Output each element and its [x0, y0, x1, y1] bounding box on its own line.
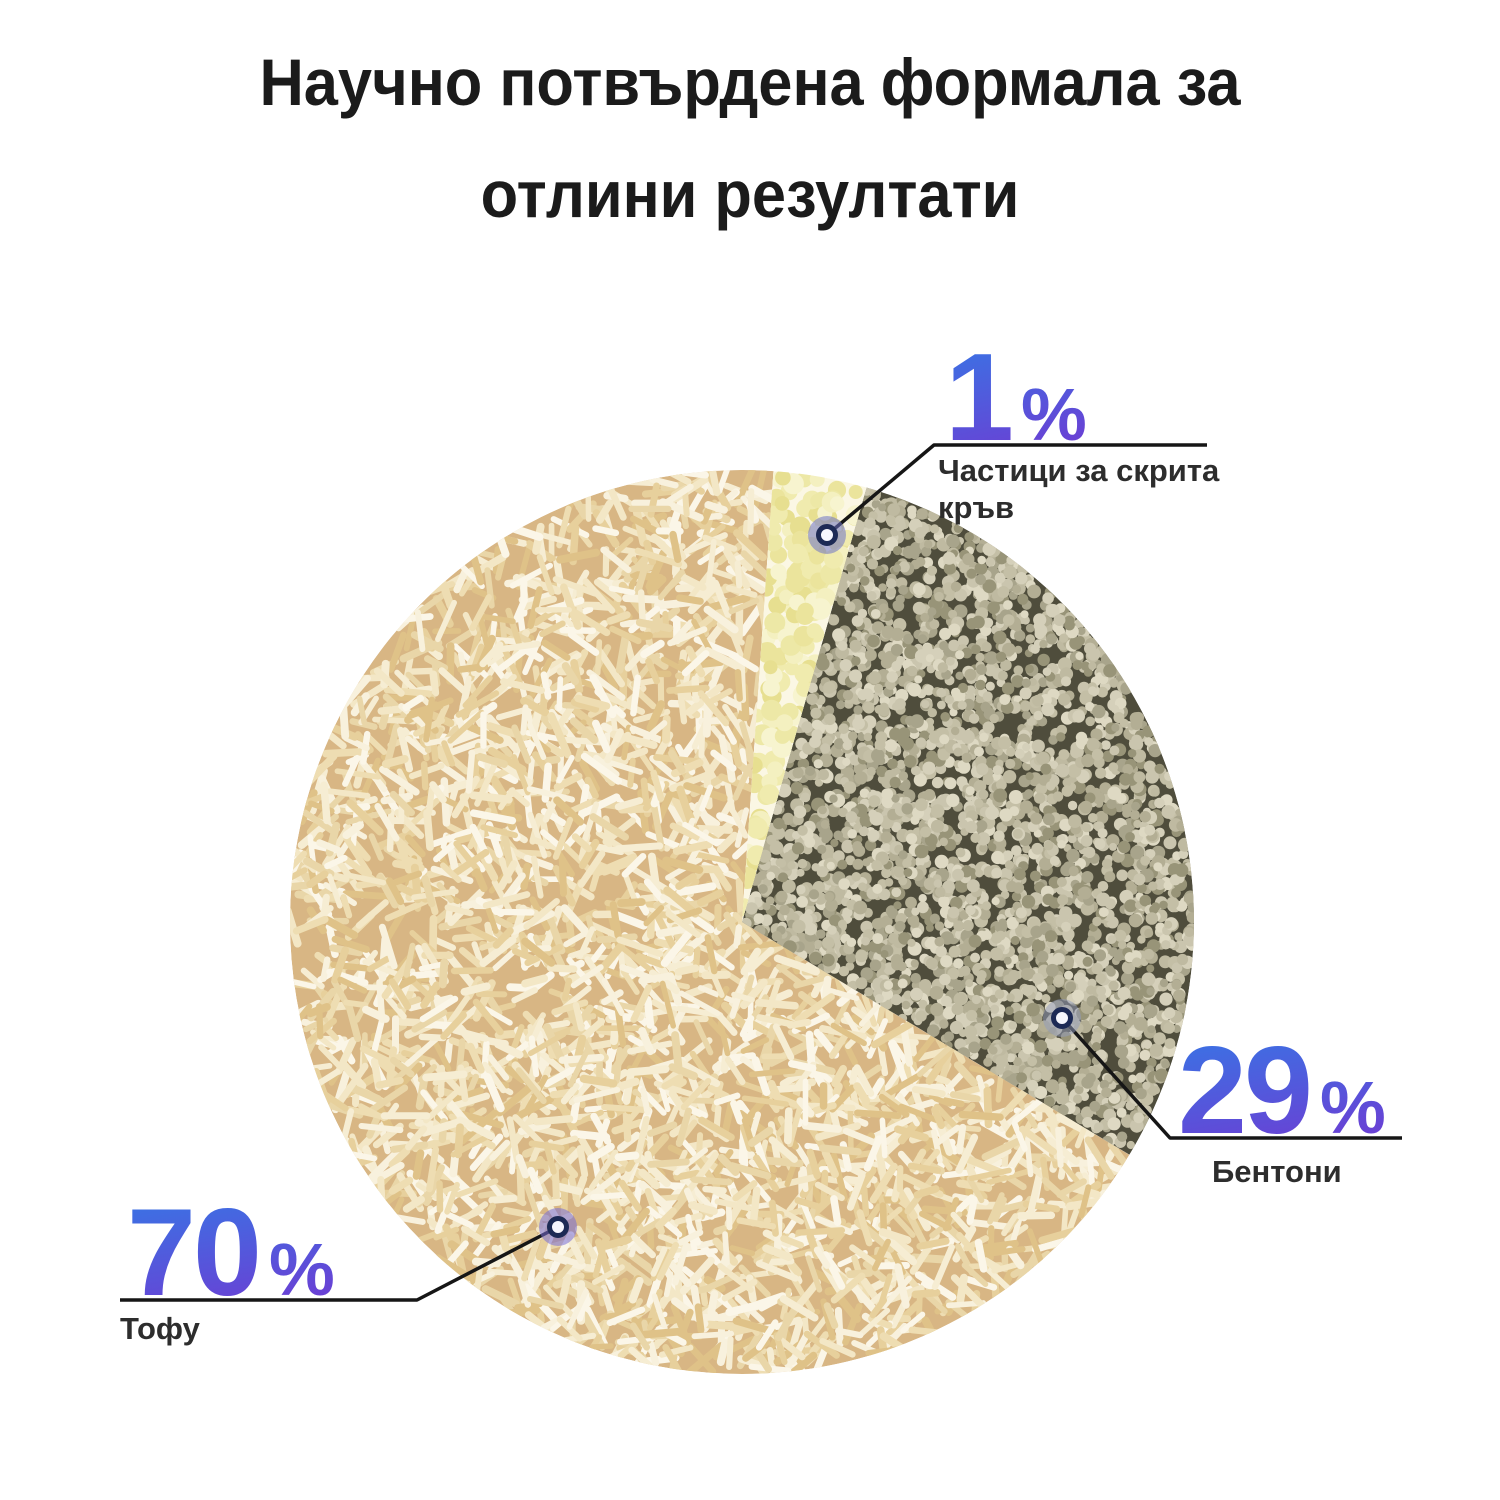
- tofu-label: Тофу: [120, 1311, 200, 1346]
- percentage-numbers-layer: 70% 29% 1%: [127, 329, 1387, 1322]
- page-title: Научно потвърдена формала за отлини резу…: [53, 26, 1448, 250]
- tofu-percentage: 70%: [127, 1184, 333, 1322]
- title-line-2: отлини резултати: [480, 157, 1020, 231]
- bentonite-label: Бентони: [1212, 1154, 1342, 1189]
- bentonite-percentage: 29%: [1178, 1022, 1384, 1160]
- particles-percentage: 1%: [945, 329, 1085, 467]
- title-line-1: Научно потвърдена формала за: [259, 45, 1241, 119]
- particles-label: Частици за скрита кръв: [938, 453, 1220, 525]
- callout-lines-layer: [120, 443, 1402, 1302]
- pie-texture-layer: [289, 469, 1194, 1374]
